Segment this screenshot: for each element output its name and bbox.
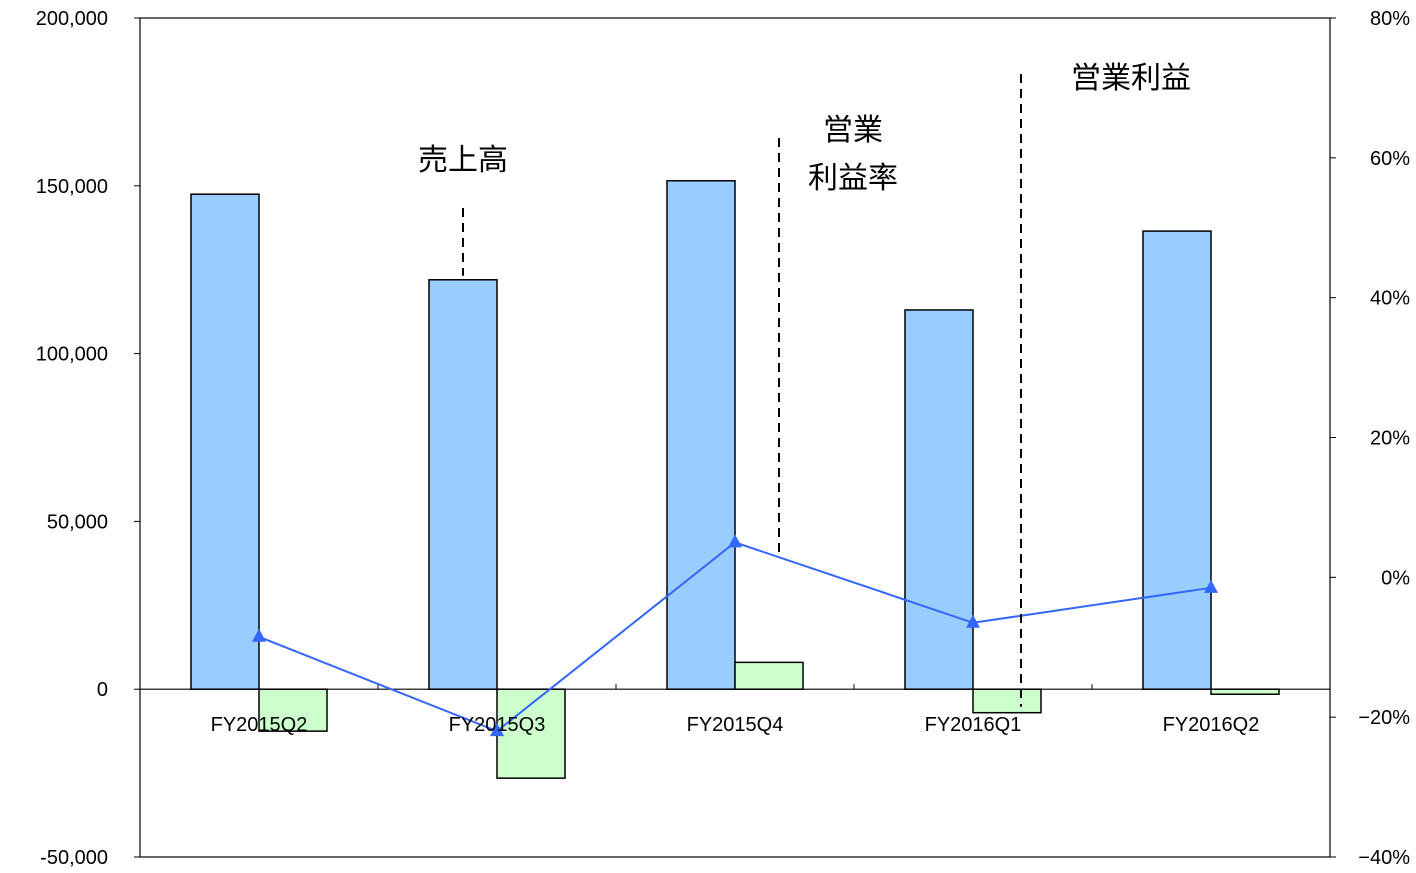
category-label: FY2015Q3 (449, 714, 546, 736)
bar-sales (904, 309, 974, 690)
right-tick-label: 60% (1370, 148, 1410, 170)
bar-sales (666, 180, 736, 690)
category-label: FY2016Q1 (925, 714, 1022, 736)
category-label: FY2015Q4 (687, 714, 784, 736)
category-label: FY2015Q2 (211, 714, 308, 736)
left-tick-label: 150,000 (36, 176, 108, 198)
zero-axis (139, 684, 1331, 690)
bar-operating-profit (972, 688, 1042, 714)
annotation-sales: 売上高 (418, 143, 508, 178)
bar-sales (1142, 230, 1212, 690)
left-axis: -50,000 0 50,000 100,000 150,000 200,000 (36, 8, 140, 869)
margin-point-marker (728, 534, 742, 548)
left-tick-label: 50,000 (47, 511, 108, 533)
annotation-operating-profit: 営業利益 (1071, 61, 1191, 96)
right-axis: −40% −20% 0% 20% 40% 60% 80% (1330, 8, 1410, 869)
category-axis: FY2015Q2 FY2015Q3 FY2015Q4 FY2016Q1 FY2016Q2 (211, 714, 1260, 736)
margin-point-marker (490, 723, 504, 737)
margin-point-marker (1204, 579, 1218, 593)
right-tick-label: −20% (1358, 707, 1410, 729)
bar-operating-profit (734, 661, 804, 690)
margin-point-marker (252, 628, 266, 642)
left-tick-label: 200,000 (36, 8, 108, 30)
right-tick-label: −40% (1358, 847, 1410, 869)
left-tick-label: 100,000 (36, 344, 108, 366)
bar-operating-profit (496, 688, 566, 779)
margin-line-layer (252, 534, 1218, 737)
right-tick-label: 40% (1370, 288, 1410, 310)
bar-operating-profit (1210, 688, 1280, 695)
annotation-margin-line1: 営業 (823, 113, 883, 148)
left-tick-label: 0 (97, 679, 108, 701)
right-tick-label: 80% (1370, 8, 1410, 30)
annotation-margin-line2: 利益率 (808, 161, 898, 196)
category-label: FY2016Q2 (1163, 714, 1260, 736)
right-tick-label: 0% (1381, 567, 1410, 589)
bar-sales (190, 193, 260, 690)
right-tick-label: 20% (1370, 428, 1410, 450)
margin-point-marker (966, 614, 980, 628)
bars-layer (190, 180, 1280, 779)
bar-sales (428, 279, 498, 690)
left-tick-label: -50,000 (40, 847, 108, 869)
